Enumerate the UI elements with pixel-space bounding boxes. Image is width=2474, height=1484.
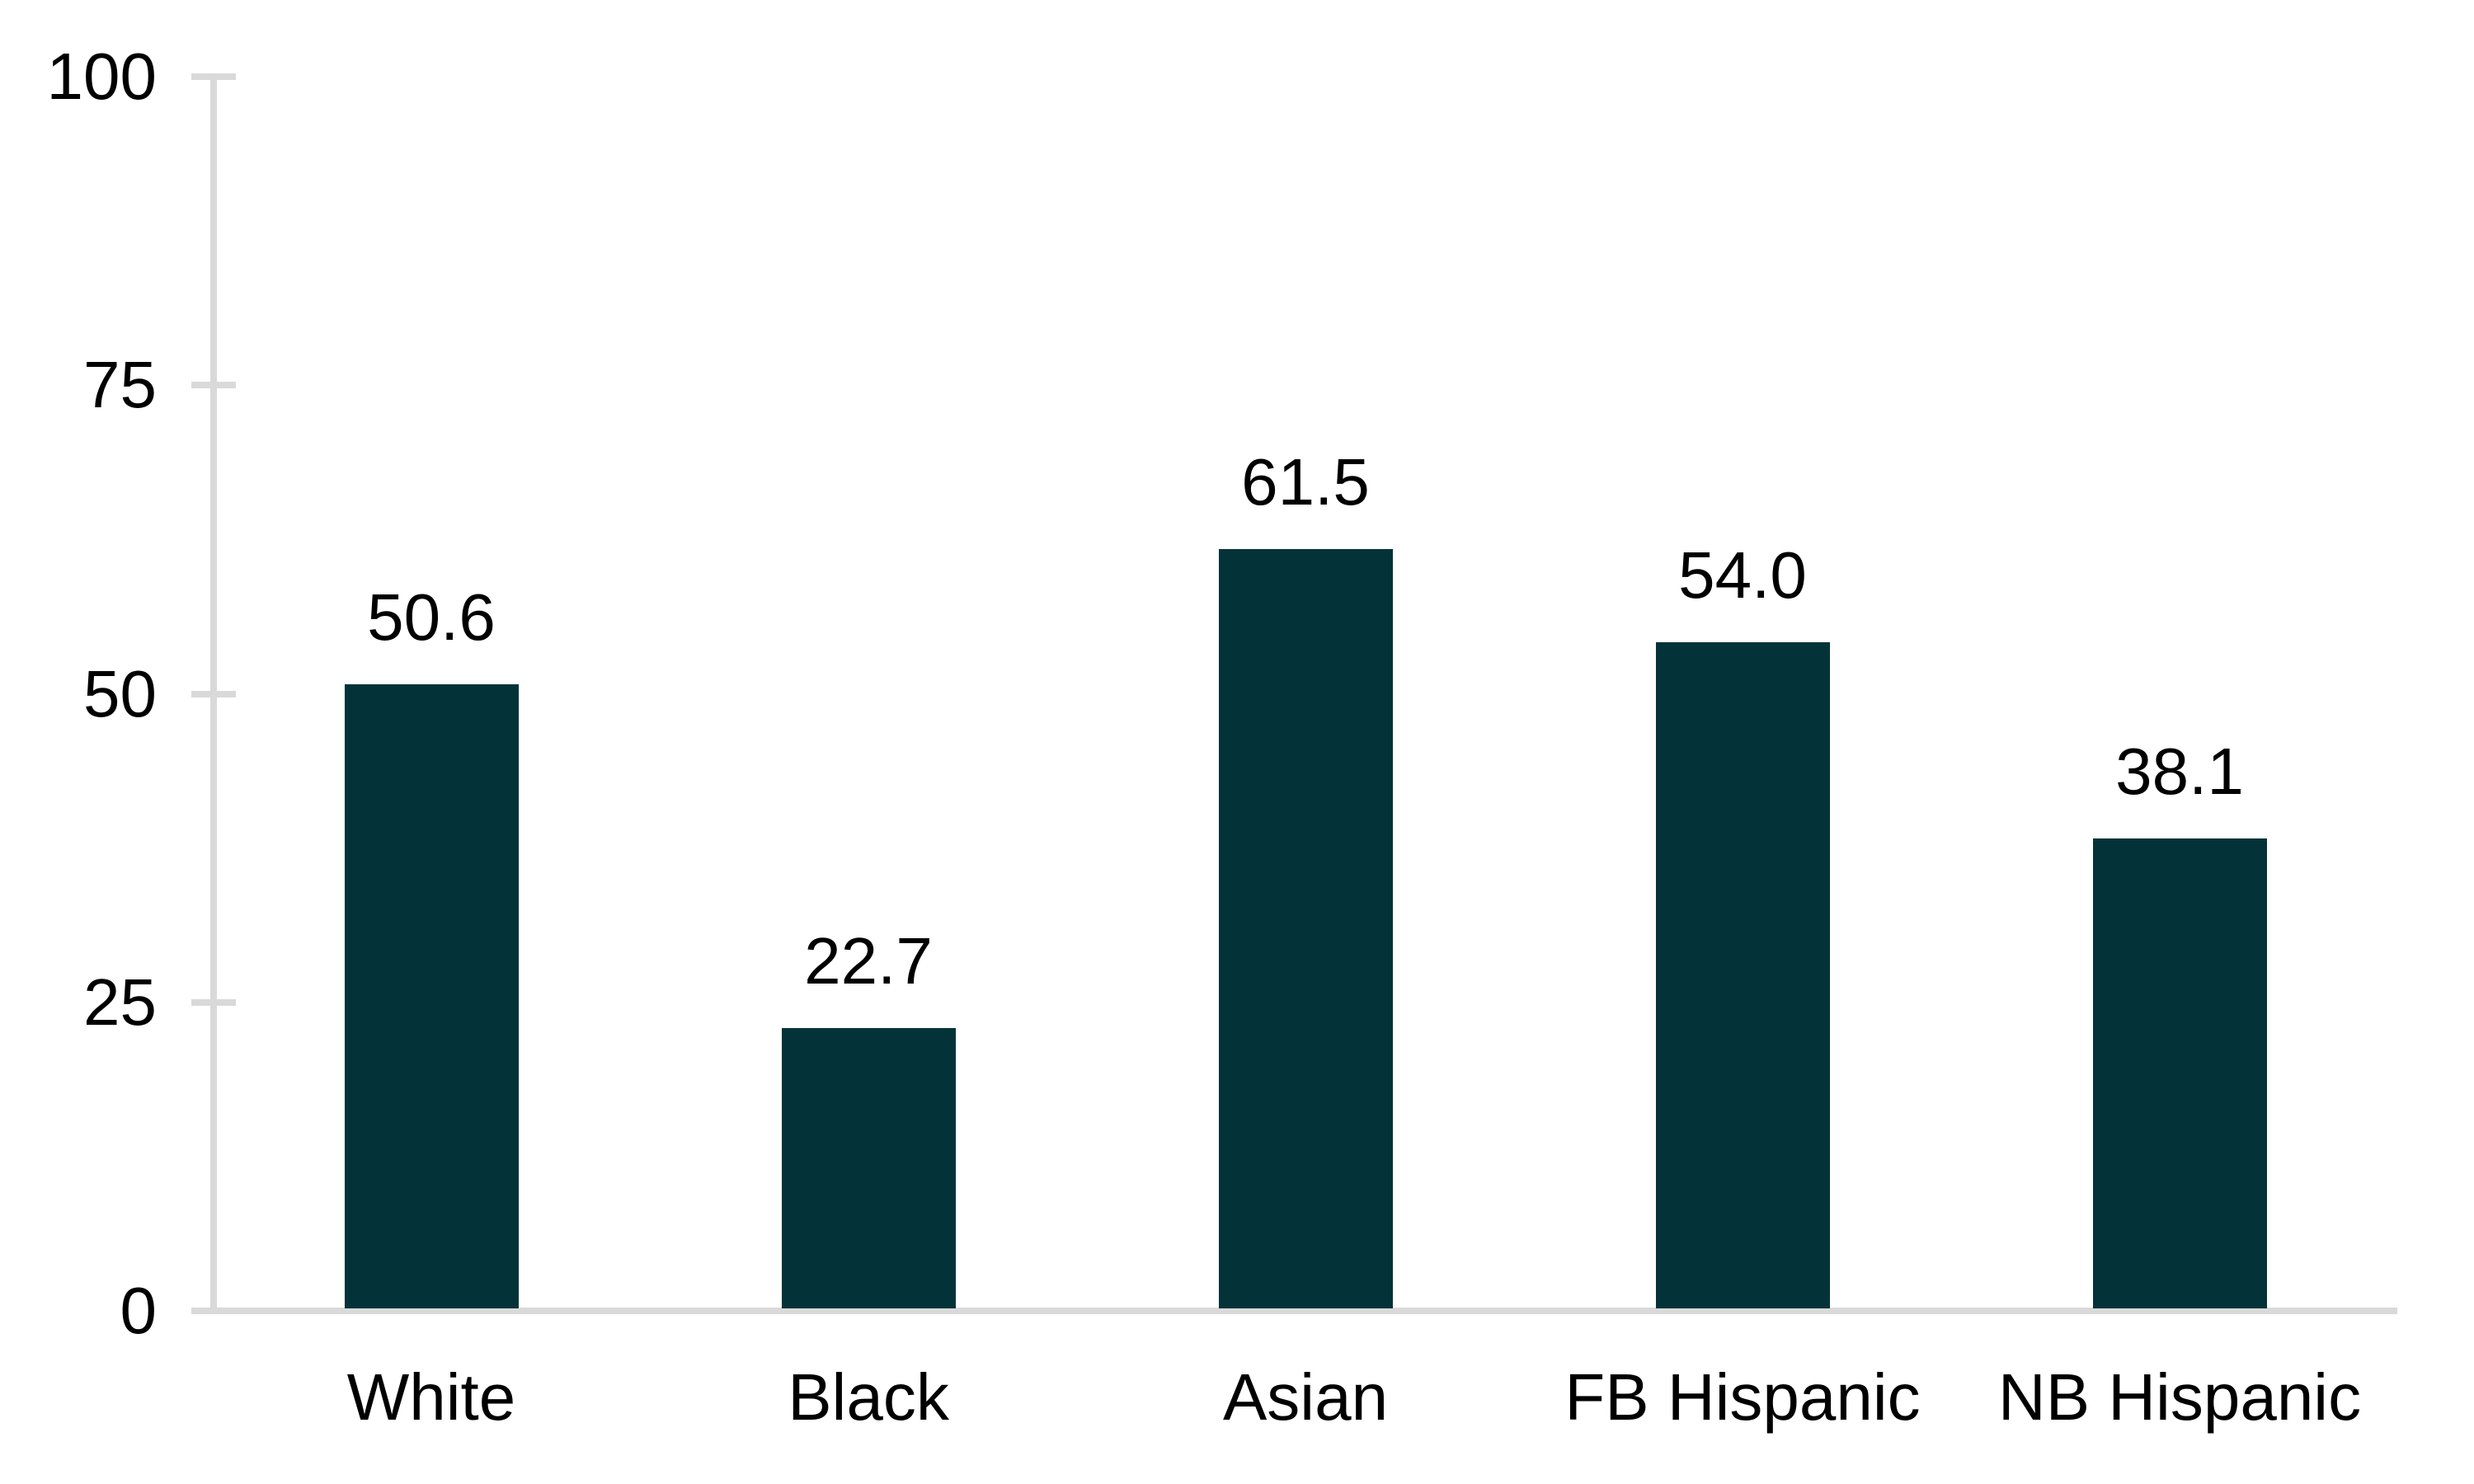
bar-nb-hispanic — [2092, 838, 2267, 1308]
bar-value-label: 50.6 — [367, 580, 496, 654]
y-tick-label: 75 — [83, 348, 157, 422]
y-tick-mark — [191, 998, 236, 1006]
x-category-label: Asian — [1222, 1360, 1389, 1434]
bar-white — [344, 683, 519, 1308]
bar-black — [781, 1028, 956, 1308]
x-category-label: White — [346, 1360, 516, 1434]
y-tick-mark — [191, 690, 236, 697]
y-tick-label: 50 — [83, 656, 157, 730]
bar-fb-hispanic — [1655, 641, 1830, 1308]
y-tick-label: 0 — [120, 1274, 158, 1347]
bar-asian — [1218, 549, 1393, 1308]
x-axis-line — [191, 1308, 2397, 1314]
bar-value-label: 38.1 — [2115, 734, 2244, 808]
y-tick-label: 25 — [83, 965, 157, 1039]
bar-value-label: 54.0 — [1678, 538, 1807, 612]
x-category-label: FB Hispanic — [1564, 1360, 1921, 1434]
y-tick-mark — [191, 382, 236, 389]
y-tick-mark — [191, 1308, 236, 1314]
y-tick-label: 100 — [46, 40, 157, 113]
x-category-label: NB Hispanic — [1997, 1360, 2362, 1434]
bar-value-label: 22.7 — [804, 924, 933, 998]
bar-value-label: 61.5 — [1241, 445, 1370, 519]
x-category-label: Black — [788, 1360, 949, 1434]
y-tick-mark — [191, 73, 236, 80]
